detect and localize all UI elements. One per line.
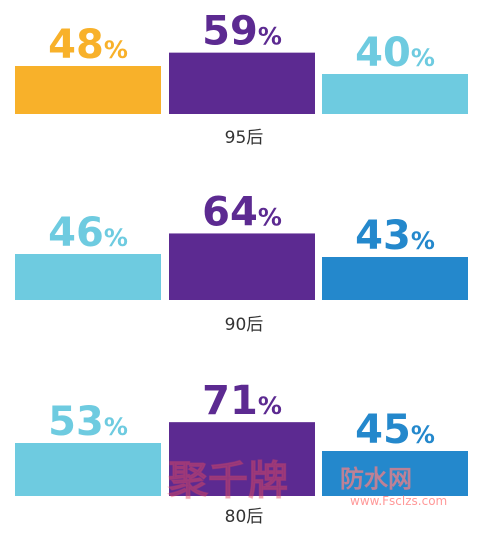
bar-3-2 [169,422,315,496]
bar-group-1: 48% 59% 40% 95后 [15,9,468,148]
watermark-brand: 聚千牌 [167,458,288,504]
value-label-3-1: 53% [48,399,128,445]
group-label-2: 90后 [225,315,264,335]
value-label-1-1: 48% [48,22,128,68]
bar-2-1 [15,254,161,300]
value-label-1-2: 59% [202,9,282,55]
group-label-3: 80后 [225,507,264,527]
bar-1-3 [322,74,468,114]
bar-2-3 [322,257,468,300]
bar-group-3: 53% 71% 45% 80后 [15,378,468,527]
bar-3-3 [322,451,468,496]
watermark-site-name: 防水网 [340,465,412,493]
value-label-3-3: 45% [355,407,435,453]
bar-2-2 [169,233,315,300]
value-label-2-1: 46% [48,210,128,256]
value-label-2-2: 64% [202,189,282,235]
group-label-1: 95后 [225,128,264,148]
bar-1-1 [15,66,161,114]
bar-3-1 [15,443,161,496]
value-label-1-3: 40% [355,30,435,76]
watermark-url: www.Fsclzs.com [350,494,447,508]
value-label-2-3: 43% [355,213,435,259]
bar-1-2 [169,52,315,114]
chart-groups: 48% 59% 40% 95后 46% 64% 43% 90后 53% 71% 45% 80后 [15,9,468,527]
value-label-3-2: 71% [202,378,282,424]
watermark: 聚千牌 防水网 www.Fsclzs.com [167,458,448,509]
bar-group-2: 46% 64% 43% 90后 [15,189,468,335]
